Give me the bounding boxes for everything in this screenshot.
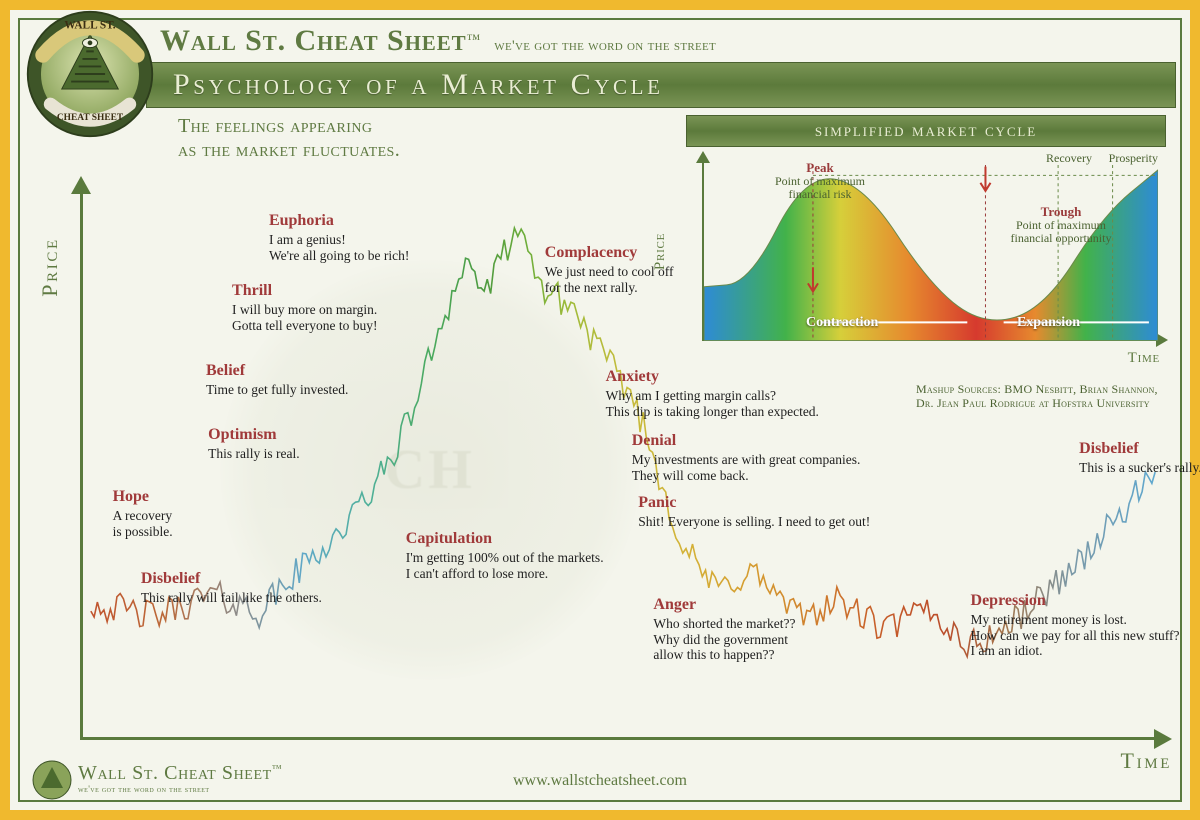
stage-thrill: ThrillI will buy more on margin.Gotta te… (232, 282, 442, 333)
stage-belief: BeliefTime to get fully invested. (206, 362, 396, 398)
footer-url: www.wallstcheatsheet.com (24, 772, 1176, 790)
stage-optimism: OptimismThis rally is real. (208, 426, 348, 462)
svg-text:WALL ST.: WALL ST. (64, 20, 115, 32)
stage-panic: PanicShit! Everyone is selling. I need t… (638, 494, 958, 530)
svg-text:CHEAT SHEET: CHEAT SHEET (57, 113, 124, 123)
stage-capitulation: CapitulationI'm getting 100% out of the … (406, 530, 666, 581)
stage-depression: DepressionMy retirement money is lost.Ho… (971, 592, 1200, 659)
stage-anxiety: AnxietyWhy am I getting margin calls?Thi… (606, 368, 886, 419)
mini-recovery-label: Recovery (1046, 151, 1092, 166)
main-chart-area: Price Time DisbeliefThis rally will fail… (80, 170, 1166, 740)
stage-complacency: ComplacencyWe just need to cool offfor t… (545, 244, 755, 295)
mini-title: simplified market cycle (686, 115, 1166, 147)
subtitle: The feelings appearingas the market fluc… (178, 114, 400, 162)
stage-disbelief: DisbeliefThis rally will fail like the o… (141, 570, 371, 606)
brand-tagline: we've got the word on the street (494, 38, 716, 54)
page-title: Psychology of a Market Cycle (173, 68, 664, 102)
stage-anger: AngerWho shorted the market??Why did the… (653, 596, 883, 663)
brand-logo: WALL ST. CHEAT SHEET (24, 8, 156, 140)
brand-name: Wall St. Cheat Sheet (160, 24, 467, 57)
stage-euphoria: EuphoriaI am a genius!We're all going to… (269, 212, 479, 263)
trademark: ™ (467, 33, 481, 48)
title-bar: Psychology of a Market Cycle (146, 62, 1176, 108)
stage-hope: HopeA recoveryis possible. (113, 488, 223, 539)
mini-prosperity-label: Prosperity (1109, 151, 1158, 166)
stage-denial: DenialMy investments are with great comp… (632, 432, 932, 483)
stage-disbelief: DisbeliefThis is a sucker's rally. (1079, 440, 1200, 476)
y-axis-label: Price (37, 237, 63, 297)
